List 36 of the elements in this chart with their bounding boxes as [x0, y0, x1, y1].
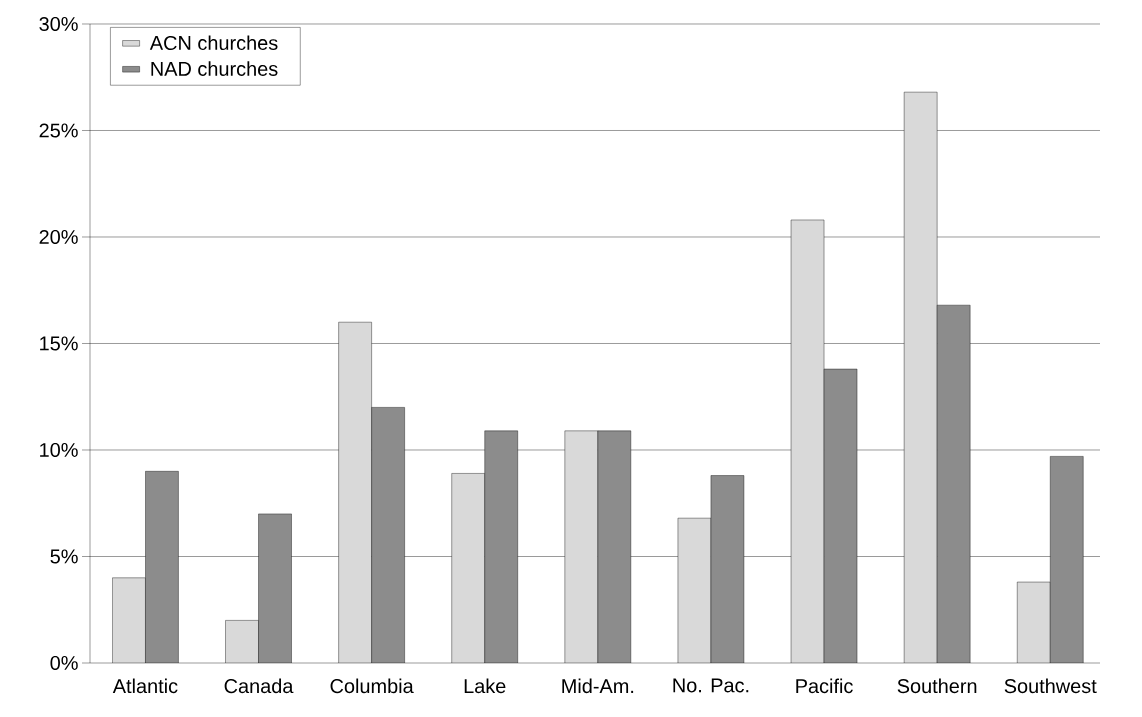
bar: [112, 577, 146, 663]
y-tick-label: 10%: [40, 442, 78, 458]
y-tick-label: 0%: [50, 655, 78, 671]
y-tick-label: 30%: [39, 16, 78, 32]
bar: [145, 471, 179, 663]
y-tick-label: 20%: [39, 229, 78, 245]
x-tick-label: Pacific: [796, 678, 853, 694]
bar: [371, 407, 405, 663]
x-tick-label: Southern: [897, 678, 977, 694]
x-tick-label: Canada: [224, 678, 294, 694]
bar: [338, 322, 372, 663]
y-tick-label: 25%: [39, 123, 78, 138]
legend-label: ACN churches: [149, 35, 278, 51]
bar: [823, 368, 858, 663]
x-tick-label: Atlantic: [112, 678, 178, 694]
bar: [936, 304, 971, 663]
x-tick-label: No. Pac.: [673, 678, 749, 693]
bar: [1050, 456, 1084, 663]
bar: [225, 620, 259, 663]
legend-label: NAD churches: [151, 61, 278, 76]
x-tick-label: Lake: [464, 678, 506, 694]
bar: [790, 219, 825, 663]
bar: [451, 473, 485, 663]
bar: [564, 430, 599, 663]
y-tick-label: 5%: [50, 549, 78, 564]
bar: [677, 517, 712, 663]
bar: [710, 475, 745, 663]
y-tick-label: 15%: [40, 336, 78, 351]
bar: [903, 91, 938, 663]
bar: [258, 513, 292, 663]
bar: [1017, 581, 1051, 663]
x-tick-label: Mid-Am.: [562, 678, 634, 694]
bar: [484, 430, 518, 663]
x-tick-label: Columbia: [330, 678, 414, 694]
x-tick-label: Southwest: [1004, 678, 1097, 694]
bar: [597, 430, 632, 663]
